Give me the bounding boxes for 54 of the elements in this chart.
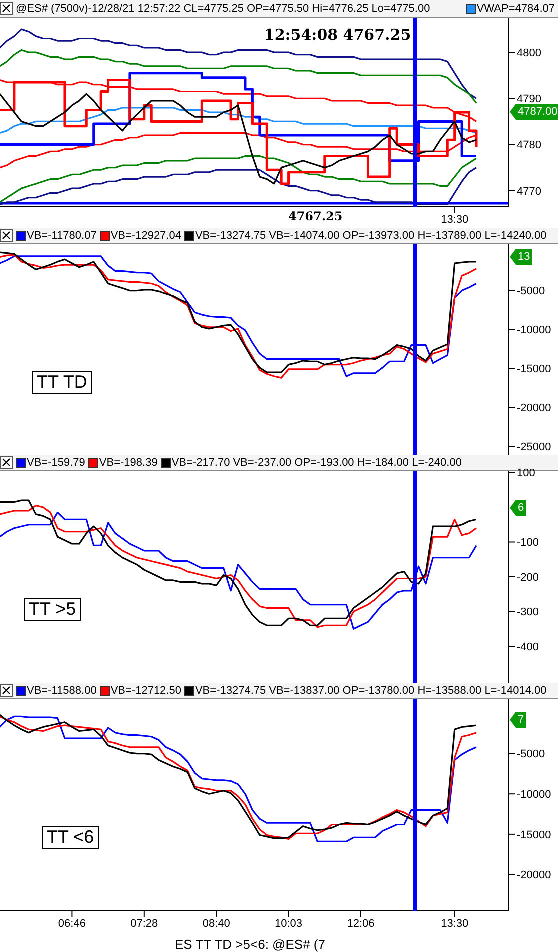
legend-label: VB=-12927.04 [110, 230, 182, 242]
y-tick-label: -20000 [517, 402, 552, 415]
text: ES TT TD >5<6: @ES# (7 [175, 937, 326, 952]
ref-line-label: 4767.25 [288, 210, 343, 224]
line-series [0, 28, 478, 100]
legend-label: VB=-13274.75 [195, 684, 266, 696]
y-tick-label: -10000 [517, 789, 552, 802]
y-tick-label: -5000 [517, 286, 546, 298]
text: 7 [516, 712, 526, 728]
y-tick-label: -15000 [517, 364, 552, 376]
y-tick-label: 4770 [517, 186, 542, 198]
y-tick-label: -200 [517, 572, 540, 584]
text: 13 [516, 249, 532, 265]
legend-label: VB=-13274.75 [195, 230, 266, 242]
text: 4787.00 [516, 104, 558, 120]
annotation: TT >5 [24, 598, 82, 622]
annotation: TT TD [32, 371, 92, 394]
y-tick-label: -5000 [517, 748, 546, 761]
annotation: TT <6 [42, 826, 100, 850]
line-series [0, 49, 478, 104]
y-tick-label: -20000 [517, 870, 552, 882]
x-tick-label: 13:30 [441, 214, 469, 226]
x-tick-label: 10:03 [275, 918, 303, 930]
legend-label: VB=-11780.07 [27, 230, 97, 242]
y-tick-label: -25000 [517, 442, 552, 454]
line-series [0, 155, 478, 204]
x-tick-label: 12:06 [347, 918, 375, 930]
chart-title: @ES# (7500v)-12/28/21 12:57:22 CL=4775.25 OP=4775.50 Hi=4776.25 Lo=4775.00 [16, 2, 430, 14]
legend-label: VB=-12712.50 [110, 684, 182, 696]
chart-title: VB=-13837.00 OP=-13780.00 H=-13588.00 L=-14014.00 [269, 684, 547, 696]
x-tick-label: 07:28 [130, 918, 158, 930]
legend-label: VB=-198.39 [99, 456, 158, 468]
x-tick-label: 13:30 [441, 918, 469, 930]
chart-title: VB=-237.00 OP=-193.00 H=-184.00 L=-240.00 [233, 456, 462, 468]
y-tick-label: -100 [517, 537, 540, 550]
text: 6 [516, 500, 526, 516]
y-tick-label: -10000 [517, 324, 552, 337]
y-tick-label: 100 [517, 468, 536, 480]
x-tick-label: 06:46 [58, 918, 86, 930]
chart-title: VB=-14074.00 OP=-13973.00 H=-13789.00 L=-14240.00 [269, 230, 547, 242]
legend-label: VB=-11588.00 [27, 684, 97, 696]
y-tick-label: -400 [517, 641, 540, 654]
y-tick-label: -300 [517, 606, 540, 619]
y-tick-label: 4790 [517, 94, 542, 106]
annotation: 12:54:08 4767.25 [264, 26, 412, 44]
line-series [0, 167, 478, 206]
y-tick-label: -15000 [517, 829, 552, 842]
legend-label: VB=-217.70 [172, 456, 230, 468]
x-tick-label: 08:40 [202, 918, 230, 930]
y-tick-label: 4780 [517, 140, 542, 152]
y-tick-label: 4800 [517, 47, 542, 60]
legend-label: VB=-159.79 [27, 456, 86, 468]
legend-label: VWAP=4784.07 [476, 2, 555, 14]
line-series [0, 107, 478, 134]
